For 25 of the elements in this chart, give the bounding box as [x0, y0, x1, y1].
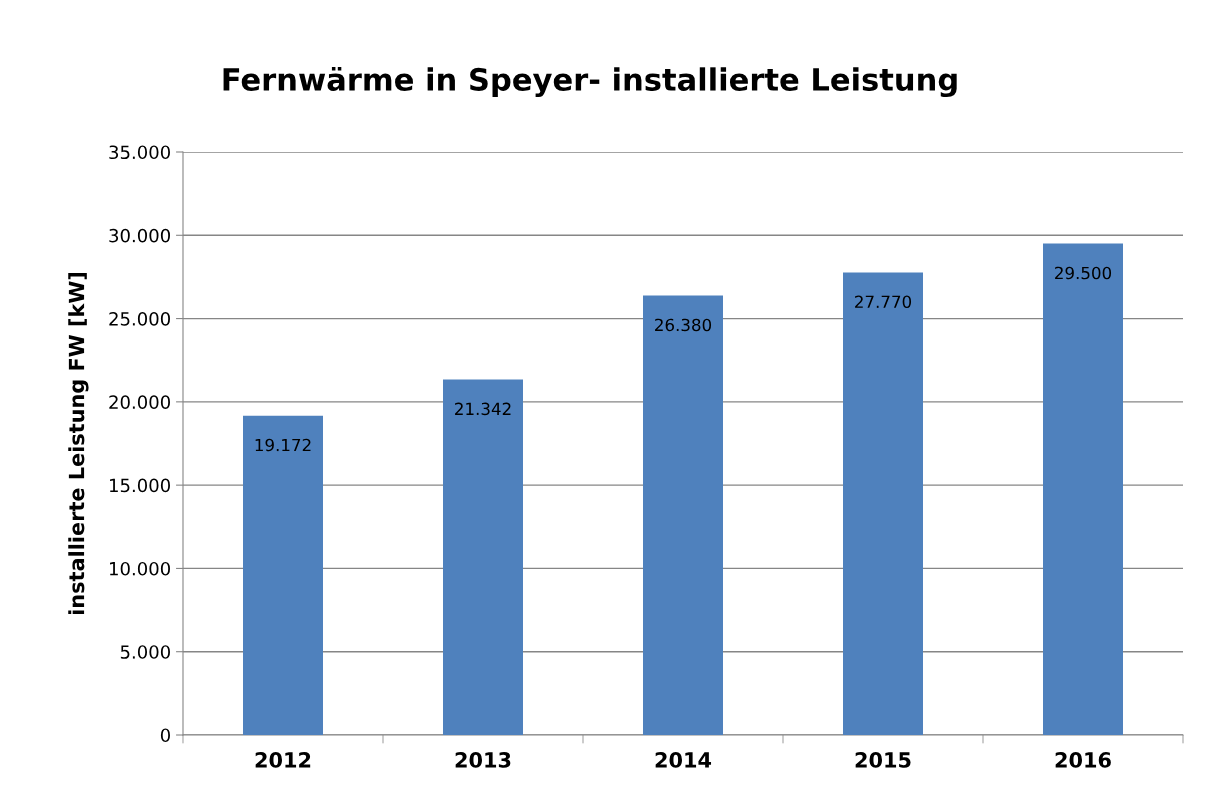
x-tick-label: 2015: [855, 752, 911, 768]
x-tick-label: 2014: [655, 752, 712, 768]
bar: [243, 415, 323, 735]
bar: [443, 379, 523, 735]
x-tick-label: 2013: [455, 752, 511, 768]
chart-title: Fernwärme in Speyer- installierte Leistung: [223, 66, 957, 98]
y-tick-label: 10.000: [110, 561, 170, 576]
y-tick-label: 0: [160, 728, 170, 743]
y-axis-title: installierte Leistung FW [kW]: [68, 272, 89, 615]
y-tick-label: 35.000: [109, 145, 170, 160]
data-label: 21.342: [455, 402, 511, 416]
y-tick-label: 30.000: [109, 228, 170, 243]
y-tick-label: 15.000: [110, 478, 170, 493]
x-tick-label: 2016: [1055, 752, 1111, 768]
data-label: 27.770: [855, 295, 912, 309]
bar: [1043, 243, 1123, 735]
bar: [843, 272, 923, 735]
data-label: 19.172: [255, 438, 311, 452]
data-label: 29.500: [1055, 266, 1112, 280]
data-label: 26.380: [655, 318, 712, 332]
y-tick-label: 5.000: [120, 645, 170, 659]
y-tick-label: 25.000: [109, 312, 170, 326]
x-tick-label: 2012: [255, 752, 311, 768]
y-tick-label: 20.000: [109, 395, 170, 409]
bar: [643, 295, 723, 735]
